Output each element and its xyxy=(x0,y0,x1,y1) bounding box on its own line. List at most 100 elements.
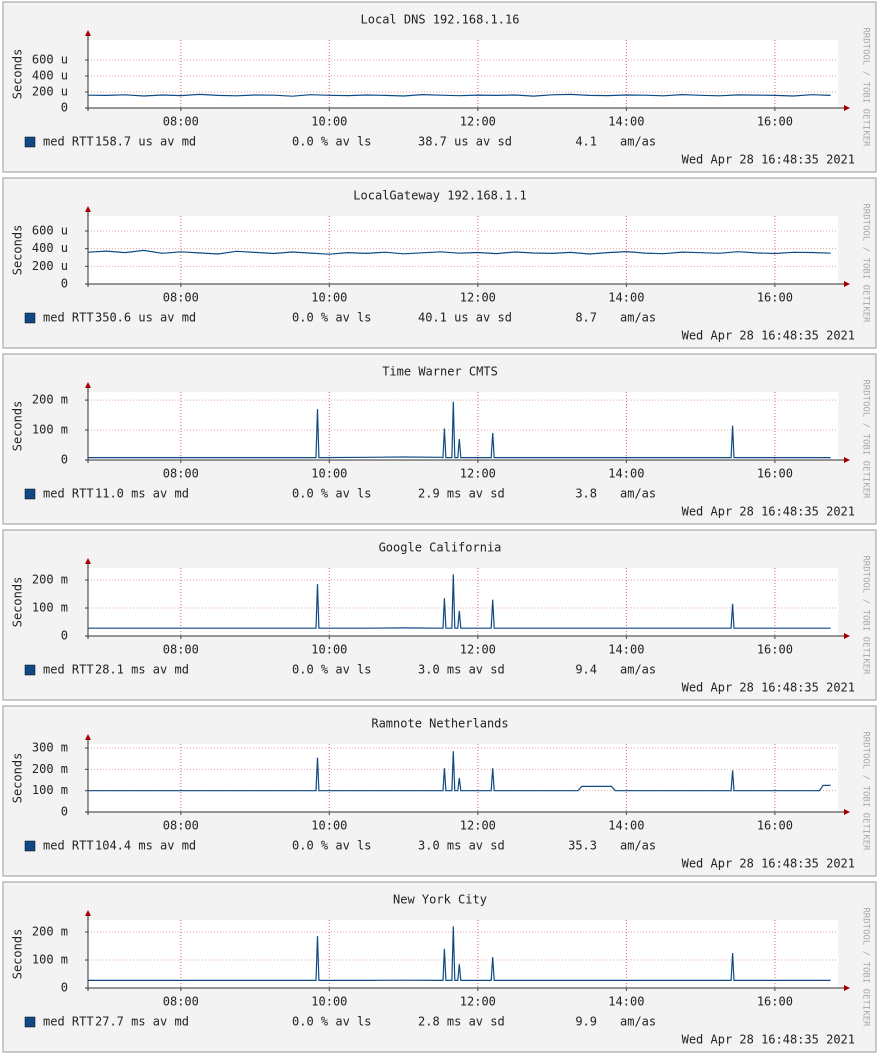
x-tick-label: 08:00 xyxy=(163,115,199,129)
x-tick-label: 08:00 xyxy=(163,643,199,657)
watermark: RRDTOOL / TOBI OETIKER xyxy=(861,555,871,675)
y-axis-label: Seconds xyxy=(11,577,25,628)
x-axis-arrow xyxy=(844,457,850,463)
x-tick-label: 14:00 xyxy=(608,643,644,657)
legend-stat: 9.9 xyxy=(575,1015,597,1029)
plot-area xyxy=(88,392,838,460)
y-tick-label: 0 xyxy=(61,629,68,643)
legend-stat: 38.7 us av sd xyxy=(418,135,512,149)
legend-stat: 0.0 % av ls xyxy=(292,311,371,325)
plot-area xyxy=(88,40,838,108)
y-axis-arrow xyxy=(85,734,91,740)
plot-area xyxy=(88,568,838,636)
legend-swatch xyxy=(24,664,36,676)
legend-stat: 158.7 us av md xyxy=(95,135,196,149)
legend-label: med RTT xyxy=(43,487,94,501)
legend-stat: 35.3 xyxy=(568,839,597,853)
chart-panel: New York City Seconds RRDTOOL / TOBI OETIK… xyxy=(2,881,877,1053)
series-line xyxy=(88,751,831,792)
watermark: RRDTOOL / TOBI OETIKER xyxy=(861,731,871,851)
legend-stat: 0.0 % av ls xyxy=(292,839,371,853)
chart-panel: Time Warner CMTS Seconds RRDTOOL / TOBI OE… xyxy=(2,353,877,525)
legend-label: med RTT xyxy=(43,311,94,325)
legend-swatch xyxy=(24,136,36,148)
x-tick-label: 16:00 xyxy=(757,291,793,305)
legend-stat: 40.1 us av sd xyxy=(418,311,512,325)
x-tick-label: 16:00 xyxy=(757,995,793,1009)
x-axis-arrow xyxy=(844,985,850,991)
legend-stat: 4.1 xyxy=(575,135,597,149)
x-tick-label: 16:00 xyxy=(757,819,793,833)
x-tick-label: 16:00 xyxy=(757,643,793,657)
x-tick-label: 08:00 xyxy=(163,291,199,305)
legend-stat: 9.4 xyxy=(575,663,597,677)
x-tick-label: 16:00 xyxy=(757,115,793,129)
legend-swatch xyxy=(24,488,36,500)
y-tick-label: 100 m xyxy=(32,783,68,797)
legend-label: med RTT xyxy=(43,839,94,853)
x-tick-label: 10:00 xyxy=(311,467,347,481)
x-axis-arrow xyxy=(844,633,850,639)
y-tick-label: 400 u xyxy=(32,241,68,255)
legend-stat: 104.4 ms av md xyxy=(95,839,196,853)
legend-stat: 3.0 ms av sd xyxy=(418,663,505,677)
legend-label: med RTT xyxy=(43,135,94,149)
y-axis-arrow xyxy=(85,910,91,916)
y-axis-arrow xyxy=(85,206,91,212)
x-tick-label: 08:00 xyxy=(163,995,199,1009)
y-tick-label: 400 u xyxy=(32,69,68,83)
legend-stat: 11.0 ms av md xyxy=(95,487,189,501)
legend-stat: 0.0 % av ls xyxy=(292,1015,371,1029)
y-tick-label: 0 xyxy=(61,101,68,115)
chart-panel: Google California Seconds RRDTOOL / TOBI O… xyxy=(2,529,877,701)
watermark: RRDTOOL / TOBI OETIKER xyxy=(861,203,871,323)
x-axis-arrow xyxy=(844,105,850,111)
y-tick-label: 0 xyxy=(61,453,68,467)
y-tick-label: 600 u xyxy=(32,224,68,238)
x-tick-label: 10:00 xyxy=(311,819,347,833)
watermark: RRDTOOL / TOBI OETIKER xyxy=(861,379,871,499)
y-tick-label: 0 xyxy=(61,805,68,819)
legend-stat: 3.0 ms av sd xyxy=(418,839,505,853)
legend-swatch xyxy=(24,1016,36,1028)
chart-title: Time Warner CMTS xyxy=(382,365,498,379)
y-tick-label: 200 m xyxy=(32,393,68,407)
y-tick-label: 200 m xyxy=(32,762,68,776)
x-tick-label: 14:00 xyxy=(608,291,644,305)
watermark: RRDTOOL / TOBI OETIKER xyxy=(861,27,871,147)
legend-stat: 2.9 ms av sd xyxy=(418,487,505,501)
series-line xyxy=(88,401,831,459)
series-line xyxy=(88,574,831,629)
timestamp: Wed Apr 28 16:48:35 2021 xyxy=(682,1033,855,1047)
x-axis-arrow xyxy=(844,809,850,815)
legend-swatch xyxy=(24,840,36,852)
legend-stat: 0.0 % av ls xyxy=(292,487,371,501)
x-tick-label: 12:00 xyxy=(460,995,496,1009)
legend-stat: 27.7 ms av md xyxy=(95,1015,189,1029)
legend-stat: am/as xyxy=(620,839,656,853)
y-axis-arrow xyxy=(85,30,91,36)
chart-title: Local DNS 192.168.1.16 xyxy=(361,13,520,27)
legend-stat: 3.8 xyxy=(575,487,597,501)
legend-stat: 350.6 us av md xyxy=(95,311,196,325)
y-tick-label: 100 m xyxy=(32,423,68,437)
y-axis-label: Seconds xyxy=(11,929,25,980)
x-tick-label: 12:00 xyxy=(460,819,496,833)
x-tick-label: 10:00 xyxy=(311,291,347,305)
y-tick-label: 200 u xyxy=(32,85,68,99)
legend-stat: 0.0 % av ls xyxy=(292,135,371,149)
legend-stat: am/as xyxy=(620,487,656,501)
y-tick-label: 300 m xyxy=(32,741,68,755)
x-tick-label: 12:00 xyxy=(460,115,496,129)
chart-title: New York City xyxy=(393,893,487,907)
legend-label: med RTT xyxy=(43,1015,94,1029)
legend-stat: 0.0 % av ls xyxy=(292,663,371,677)
y-tick-label: 200 m xyxy=(32,573,68,587)
plot-area xyxy=(88,216,838,284)
y-tick-label: 100 m xyxy=(32,953,68,967)
x-tick-label: 14:00 xyxy=(608,467,644,481)
y-axis-label: Seconds xyxy=(11,401,25,452)
chart-title: Ramnote Netherlands xyxy=(371,717,508,731)
